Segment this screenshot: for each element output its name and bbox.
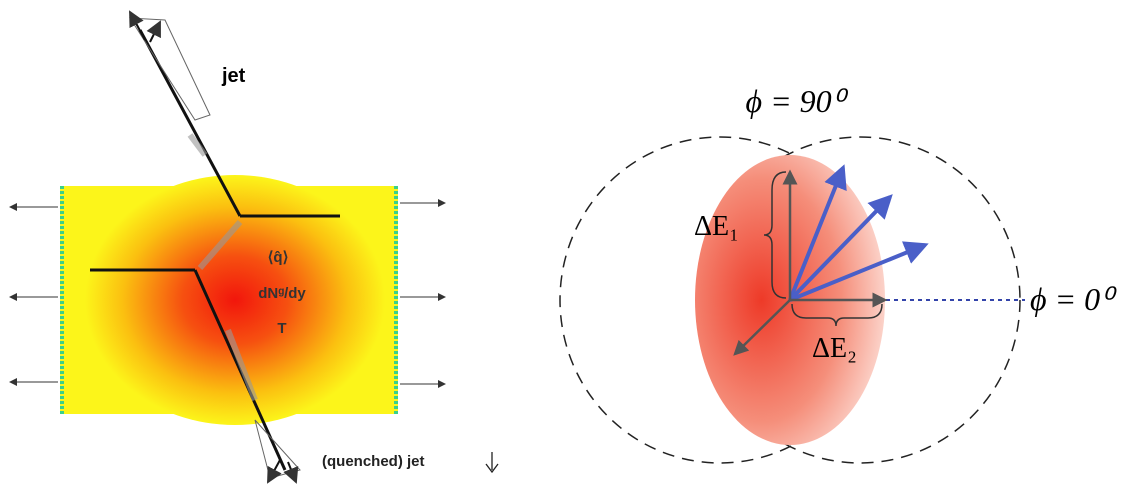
phi-90-label: ϕ = 90⁰: [746, 83, 849, 119]
right-panel: ϕ = 90⁰ ΔE₁ ΔE₂ ϕ = 0⁰: [560, 83, 1117, 463]
medium-label: dNᵍ/dy: [258, 285, 306, 302]
down-arrow: [486, 452, 498, 472]
medium-label: T: [277, 320, 286, 337]
medium-label: ⟨q̂⟩: [268, 249, 289, 266]
jet-cone: [255, 420, 300, 478]
quenched-jet-label: (quenched) jet: [322, 453, 425, 470]
delta-e2-label: ΔE₂: [812, 333, 857, 364]
left-panel: jet ⟨q̂⟩ dNᵍ/dy T (quenched) jet: [10, 12, 498, 482]
diagram: jet ⟨q̂⟩ dNᵍ/dy T (quenched) jet ϕ = 90⁰…: [0, 0, 1139, 487]
delta-e1-label: ΔE₁: [694, 211, 739, 242]
jet-label: jet: [221, 65, 246, 87]
phi-0-label: ϕ = 0⁰: [1030, 281, 1117, 317]
hot-region: [85, 175, 385, 425]
